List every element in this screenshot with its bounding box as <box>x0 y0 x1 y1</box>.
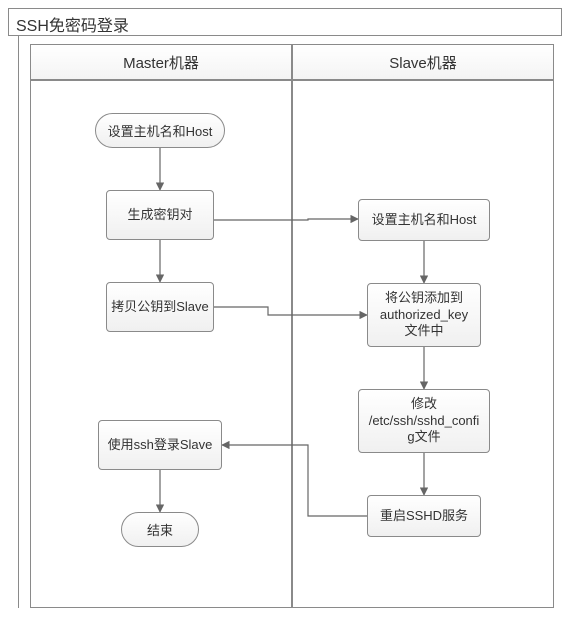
node-label: 使用ssh登录Slave <box>108 437 213 454</box>
node-label: 生成密钥对 <box>127 207 192 224</box>
node-label: 修改 /etc/ssh/sshd_confi g文件 <box>369 396 480 447</box>
node-label: 拷贝公钥到Slave <box>111 299 209 316</box>
node-label: 设置主机名和Host <box>372 212 477 229</box>
node-label: 设置主机名和Host <box>108 121 213 140</box>
node-s1-sethost: 设置主机名和Host <box>358 199 490 241</box>
diagram-canvas: SSH免密码登录 Master机器 Slave机器 设置主机名和Host 生成密… <box>0 0 568 618</box>
node-s2-authkey: 将公钥添加到 authorized_key 文件中 <box>367 283 481 347</box>
lane-header-master: Master机器 <box>30 44 292 80</box>
lane-header-label: Master机器 <box>123 52 199 73</box>
node-s3-sshdconfig: 修改 /etc/ssh/sshd_confi g文件 <box>358 389 490 453</box>
node-label: 重启SSHD服务 <box>380 508 468 525</box>
node-label: 将公钥添加到 authorized_key 文件中 <box>380 290 468 341</box>
node-m5-end: 结束 <box>121 512 199 547</box>
node-m4-sshlogin: 使用ssh登录Slave <box>98 420 222 470</box>
node-s4-restart: 重启SSHD服务 <box>367 495 481 537</box>
diagram-title: SSH免密码登录 <box>16 12 129 36</box>
node-m2-genkey: 生成密钥对 <box>106 190 214 240</box>
lane-header-label: Slave机器 <box>389 52 457 73</box>
node-label: 结束 <box>147 520 173 539</box>
node-m1-start: 设置主机名和Host <box>95 113 225 148</box>
frame-spine <box>18 36 19 608</box>
lane-header-slave: Slave机器 <box>292 44 554 80</box>
node-m3-copykey: 拷贝公钥到Slave <box>106 282 214 332</box>
